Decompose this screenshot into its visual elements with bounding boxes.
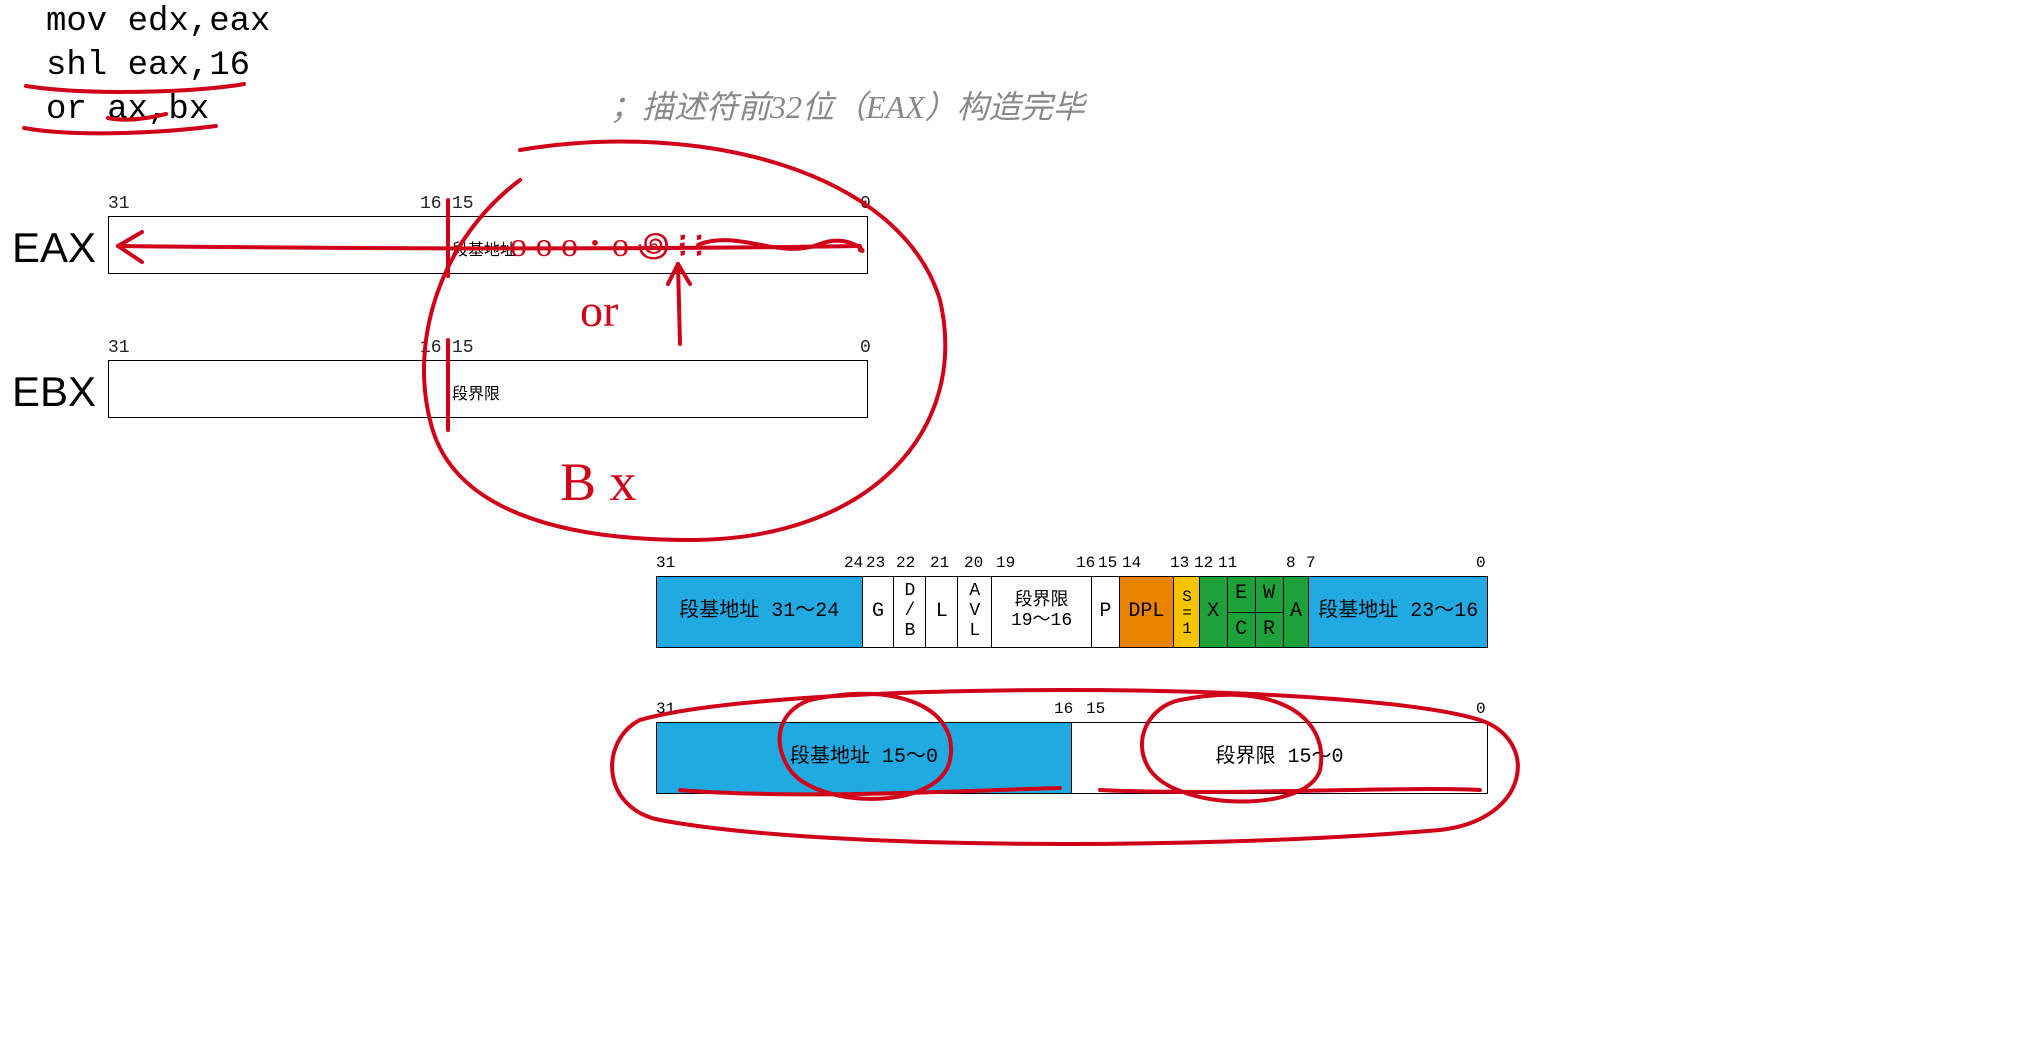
eax-label: 段基地址 (452, 236, 516, 260)
descriptor-cell: 段基地址 31～24 (657, 577, 863, 647)
ebx-bit-16: 16 (420, 338, 442, 358)
descriptor-cell: P (1092, 577, 1120, 647)
bit-label: 24 (844, 554, 863, 572)
descriptor-cell: 段基地址 23～16 (1309, 577, 1487, 647)
descriptor-low-row: 3116150段基地址 15～0段界限 15～0 (656, 722, 1488, 794)
bit-label: 19 (996, 554, 1015, 572)
code-line-3: or ax,bx (46, 88, 270, 132)
descriptor-cell: A (1284, 577, 1310, 647)
bit-label: 15 (1086, 700, 1105, 718)
bit-label: 21 (930, 554, 949, 572)
bit-label: 13 (1170, 554, 1189, 572)
descriptor-cell: AVL (958, 577, 992, 647)
descriptor-cell: 段界限 15～0 (1072, 723, 1487, 793)
eax-register-name: EAX (12, 224, 96, 272)
ebx-bit-15: 15 (452, 338, 474, 358)
bit-label: 16 (1054, 700, 1073, 718)
bit-label: 31 (656, 554, 675, 572)
descriptor-cell: WR (1256, 577, 1284, 647)
assembly-code-block: mov edx,eax shl eax,16 or ax,bx (46, 0, 270, 132)
bit-label: 16 (1076, 554, 1095, 572)
descriptor-cell: D/B (894, 577, 926, 647)
eax-bit-16: 16 (420, 194, 442, 214)
bit-label: 23 (866, 554, 885, 572)
ebx-divider (448, 360, 449, 418)
bit-label: 0 (1476, 554, 1486, 572)
code-comment: ；描述符前32位（EAX）构造完毕 (610, 82, 1085, 128)
descriptor-cell: 段界限19～16 (992, 577, 1092, 647)
bit-label: 0 (1476, 700, 1486, 718)
descriptor-high-row: 31242322212019161514131211870段基地址 31～24G… (656, 576, 1488, 648)
anno-bx: B x (560, 452, 637, 512)
descriptor-cell: DPL (1120, 577, 1174, 647)
ebx-label: 段界限 (452, 380, 500, 404)
eax-bit-31: 31 (108, 194, 130, 214)
code-line-2: shl eax,16 (46, 44, 270, 88)
descriptor-cells: 段基地址 15～0段界限 15～0 (656, 722, 1488, 794)
descriptor-cell: 段基地址 15～0 (657, 723, 1072, 793)
bit-label: 22 (896, 554, 915, 572)
code-line-1: mov edx,eax (46, 0, 270, 44)
bit-label: 7 (1306, 554, 1316, 572)
descriptor-cell: L (926, 577, 958, 647)
descriptor-cell: G (863, 577, 895, 647)
eax-divider (448, 216, 449, 274)
ebx-bit-31: 31 (108, 338, 130, 358)
ebx-register-name: EBX (12, 368, 96, 416)
bit-label: 14 (1122, 554, 1141, 572)
eax-bit-0: 0 (860, 194, 871, 214)
bit-label: 20 (964, 554, 983, 572)
bit-label: 12 (1194, 554, 1213, 572)
bit-label: 15 (1098, 554, 1117, 572)
ebx-bit-0: 0 (860, 338, 871, 358)
bit-label: 31 (656, 700, 675, 718)
descriptor-cells: 段基地址 31～24GD/BLAVL段界限19～16PDPLS=1XECWRA段… (656, 576, 1488, 648)
eax-bit-15: 15 (452, 194, 474, 214)
bit-label: 8 (1286, 554, 1296, 572)
anno-or: or (580, 285, 618, 336)
descriptor-cell: S=1 (1174, 577, 1200, 647)
descriptor-cell: EC (1228, 577, 1256, 647)
bit-label: 11 (1218, 554, 1237, 572)
page-root: mov edx,eax shl eax,16 or ax,bx ；描述符前32位… (0, 0, 2020, 1043)
annotation-overlay: o o o ･ o ꩜ ᎒ ᎒ or B x (0, 0, 2020, 1043)
descriptor-cell: X (1200, 577, 1228, 647)
